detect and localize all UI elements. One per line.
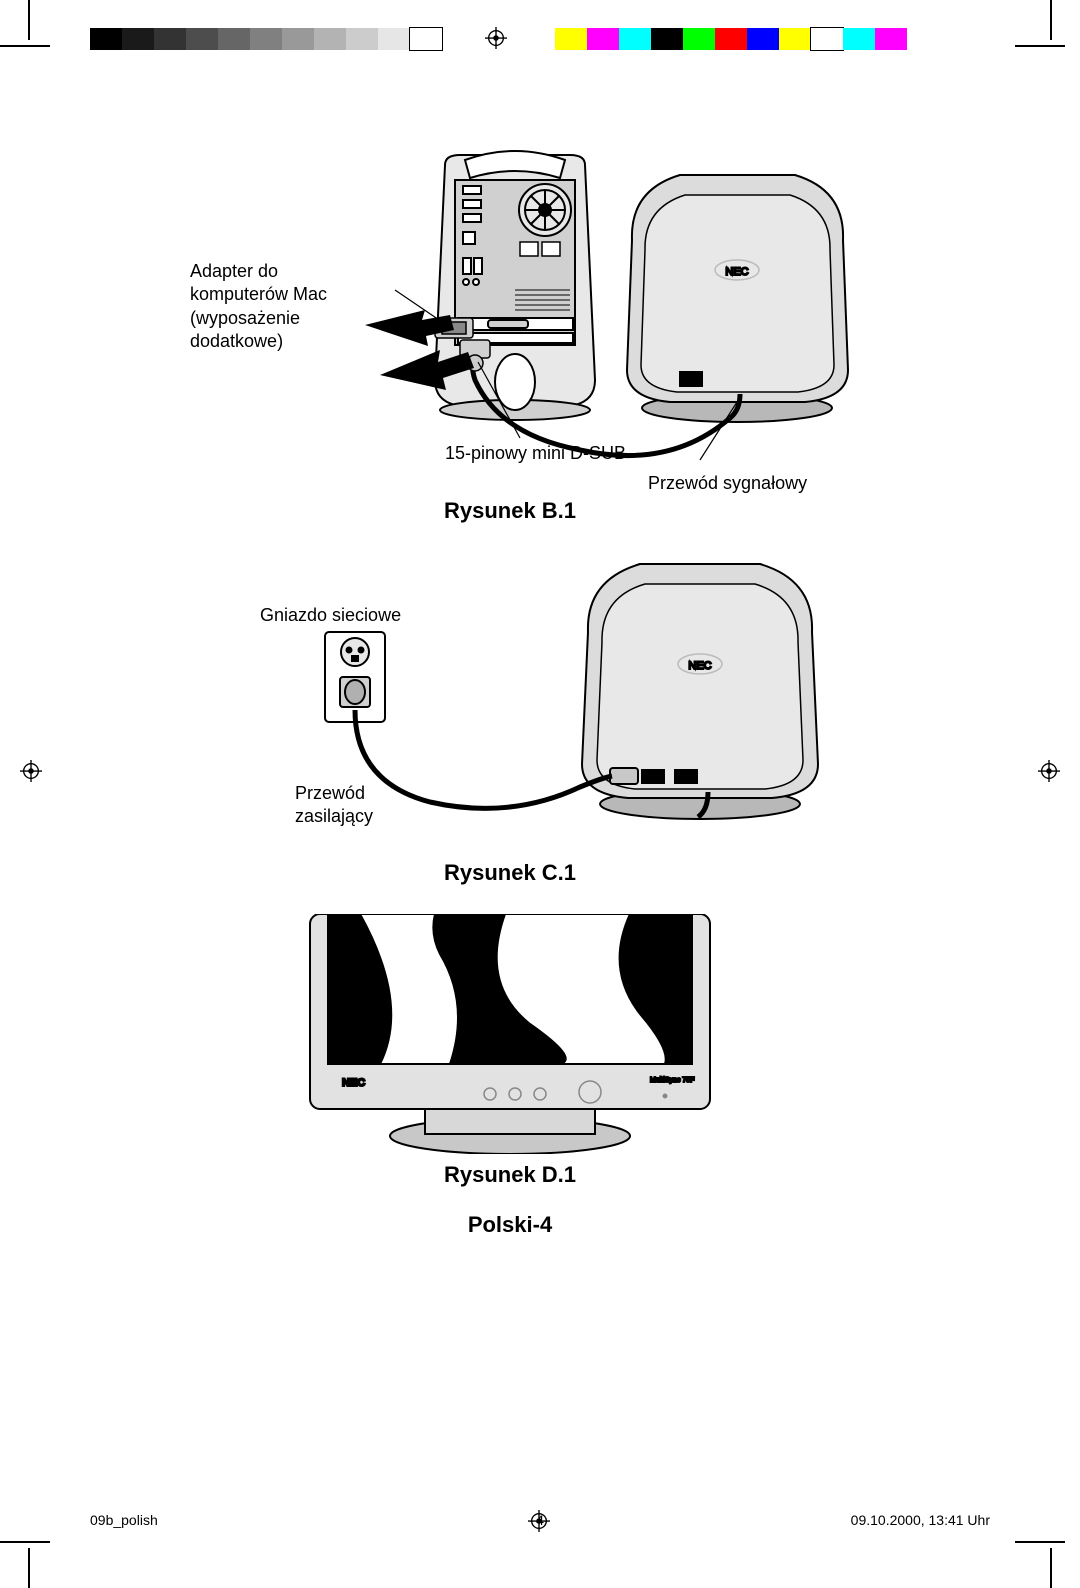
svg-text:MultiSync 75F: MultiSync 75F: [650, 1077, 694, 1084]
label-power-cable: Przewód zasilający: [295, 782, 373, 829]
label-adapter: Adapter do komputerów Mac (wyposażenie d…: [190, 260, 327, 354]
figure-d1: NEC MultiSync 75F Rysunek D.1: [120, 914, 900, 1188]
svg-text:NEC: NEC: [342, 1077, 365, 1089]
footer-left: 09b_polish: [90, 1512, 158, 1528]
color-bar-color: [555, 28, 907, 50]
footer-right: 09.10.2000, 13:41 Uhr: [851, 1512, 990, 1528]
figure-d1-illustration: NEC MultiSync 75F: [270, 914, 750, 1154]
registration-mark-icon: [485, 27, 507, 49]
figure-d1-caption: Rysunek D.1: [120, 1162, 900, 1188]
page-number: Polski-4: [120, 1212, 900, 1238]
color-bar-grayscale: [90, 28, 442, 50]
page-content: NEC: [120, 150, 900, 1238]
crop-mark: [28, 0, 30, 40]
label-dsub: 15-pinowy mini D-SUB: [445, 442, 626, 465]
crop-mark: [1050, 1548, 1052, 1588]
crop-mark: [0, 45, 50, 47]
registration-mark-icon: [1038, 760, 1060, 782]
crop-mark: [28, 1548, 30, 1588]
figure-c1: NEC Gniazdo sieciowe Przewód zasilający …: [120, 552, 900, 886]
label-outlet: Gniazdo sieciowe: [260, 604, 401, 627]
crop-mark: [1015, 45, 1065, 47]
footer: 09b_polish 4 09.10.2000, 13:41 Uhr: [90, 1512, 990, 1528]
footer-page: 4: [536, 1512, 544, 1528]
svg-text:NEC: NEC: [688, 660, 711, 672]
crop-mark: [1050, 0, 1052, 40]
crop-mark: [1015, 1541, 1065, 1543]
figure-c1-caption: Rysunek C.1: [120, 860, 900, 886]
label-signal-cable: Przewód sygnałowy: [648, 472, 807, 495]
figure-b1-illustration: NEC: [250, 150, 890, 490]
crop-mark: [0, 1541, 50, 1543]
svg-text:NEC: NEC: [725, 266, 748, 278]
figure-b1: NEC: [120, 150, 900, 524]
figure-b1-caption: Rysunek B.1: [120, 498, 900, 524]
registration-mark-icon: [20, 760, 42, 782]
